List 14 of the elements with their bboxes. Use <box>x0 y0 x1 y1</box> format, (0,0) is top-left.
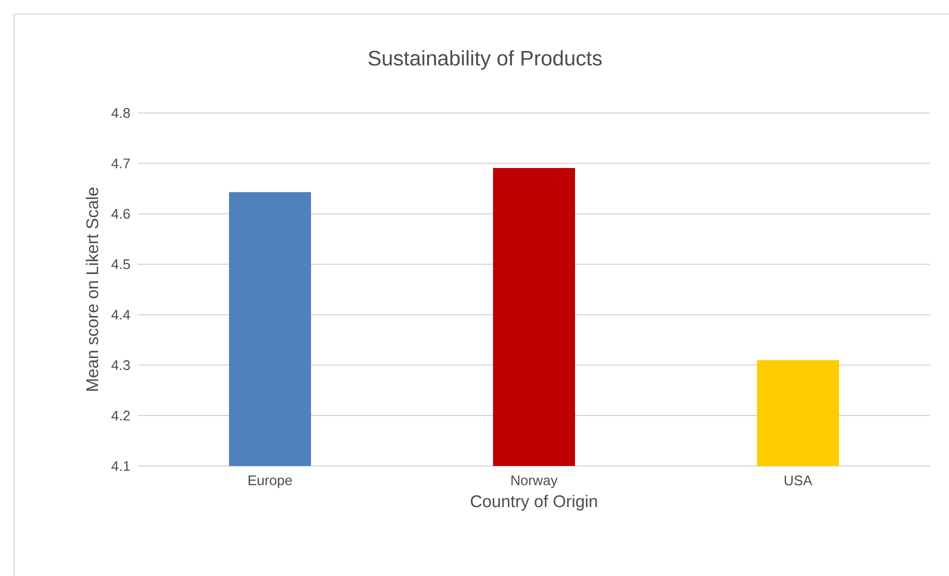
chart-title: Sustainability of Products <box>368 50 602 70</box>
y-tick-label: 4.2 <box>111 410 130 420</box>
y-tick-label: 4.1 <box>111 461 130 471</box>
y-tick-label: 4.8 <box>111 108 130 118</box>
y-tick-label: 4.7 <box>111 158 130 168</box>
y-axis-title: Mean score on Likert Scale <box>86 188 98 391</box>
y-tick-label: 4.3 <box>111 360 130 370</box>
x-tick-label: Norway <box>512 476 558 488</box>
y-tick-label: 4.6 <box>111 208 130 219</box>
x-tick-label: Europe <box>248 476 292 488</box>
x-tick-label: USA <box>784 475 812 486</box>
y-tick-label: 4.5 <box>111 259 130 270</box>
y-tick-label: 4.4 <box>111 310 130 320</box>
x-axis-title: Country of Origin <box>470 494 597 511</box>
